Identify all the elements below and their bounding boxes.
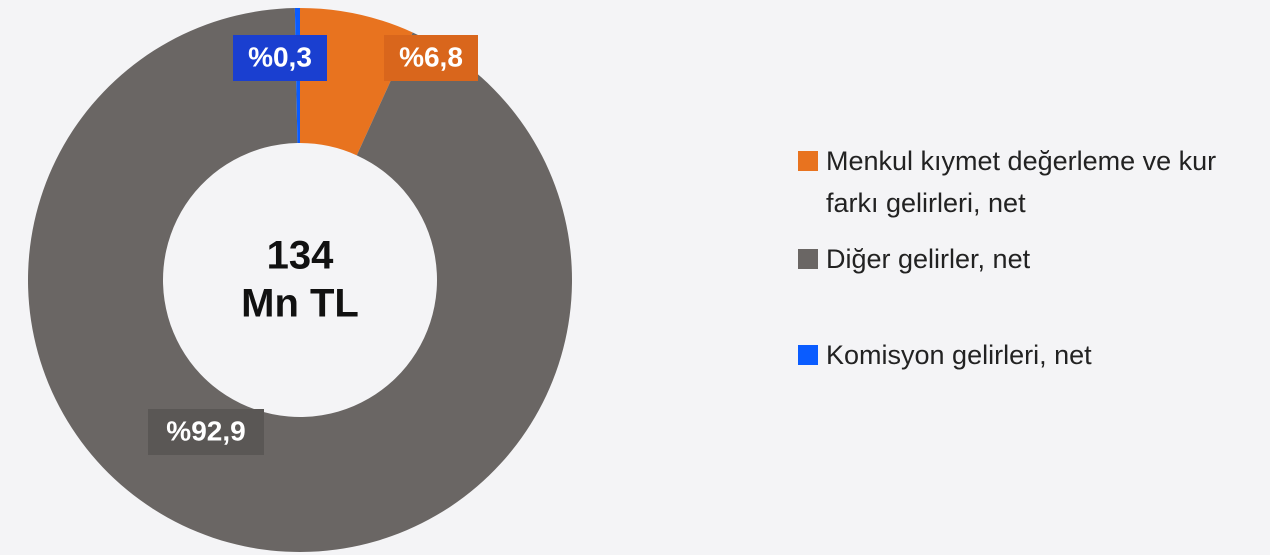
legend-label: Diğer gelirler, net: [826, 244, 1031, 274]
center-value: 134: [267, 234, 334, 278]
data-label: %0,3: [248, 41, 312, 72]
legend-item: Diğer gelirler, net: [798, 238, 1248, 280]
legend-swatch: [798, 151, 818, 171]
label-box: [384, 35, 478, 81]
legend-item: Komisyon gelirleri, net: [798, 334, 1248, 376]
label-box: [148, 409, 264, 455]
label-box: [233, 35, 327, 81]
data-label: %6,8: [399, 41, 463, 72]
data-label: %92,9: [166, 415, 245, 446]
legend-swatch: [798, 345, 818, 365]
legend-label: Menkul kıymet değerleme ve kur farkı gel…: [826, 146, 1217, 218]
slices: [27, 8, 573, 553]
legend: Menkul kıymet değerleme ve kur farkı gel…: [798, 140, 1248, 376]
legend-label: Komisyon gelirleri, net: [826, 340, 1092, 370]
center-unit: Mn TL: [241, 282, 359, 326]
legend-item: Menkul kıymet değerleme ve kur farkı gel…: [798, 140, 1248, 224]
labels: %6,8 %92,9 %0,3: [148, 35, 478, 455]
legend-swatch: [798, 249, 818, 269]
